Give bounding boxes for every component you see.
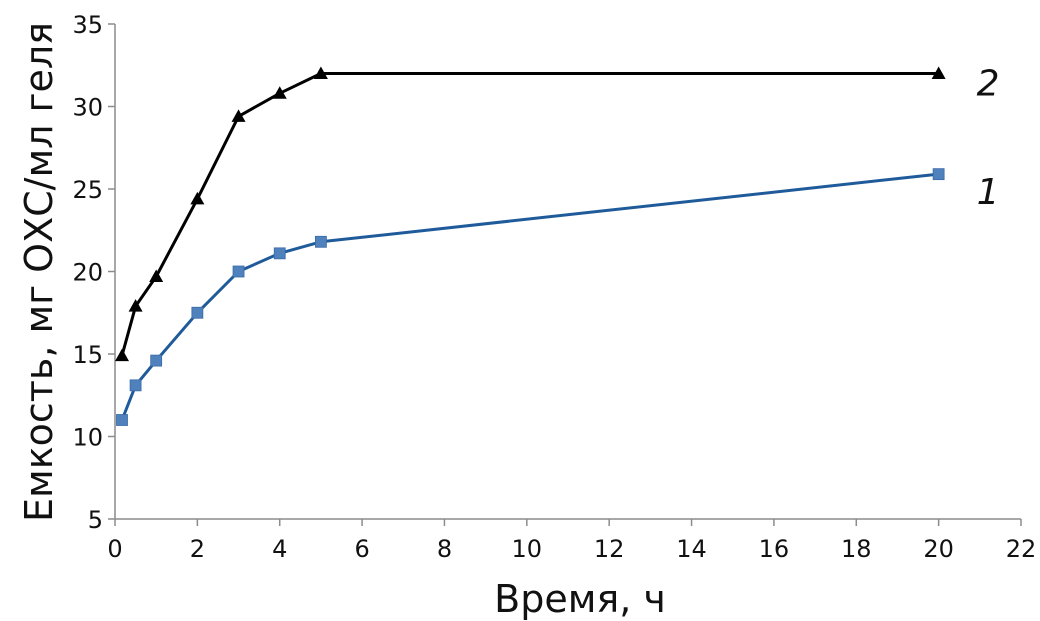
data-point — [190, 191, 205, 205]
data-point — [128, 299, 143, 312]
data-point — [932, 168, 945, 181]
data-point — [931, 66, 946, 79]
y-tick-label: 15 — [72, 341, 103, 369]
data-point — [149, 269, 164, 282]
x-tick-label: 0 — [107, 535, 122, 563]
x-tick-label: 14 — [676, 535, 707, 563]
x-axis-title: Время, ч — [494, 577, 666, 621]
data-point — [115, 348, 130, 362]
data-point — [232, 265, 245, 278]
data-point — [273, 247, 286, 260]
x-tick-label: 16 — [759, 535, 790, 563]
data-point — [191, 306, 204, 319]
x-tick-label: 4 — [272, 535, 287, 563]
series-label: 2 — [977, 64, 1000, 105]
series-label: 1 — [977, 172, 1000, 213]
y-tick-label: 35 — [72, 11, 103, 39]
data-point — [313, 66, 328, 79]
data-point — [150, 354, 163, 367]
x-tick-label: 12 — [594, 535, 625, 563]
series-line — [120, 72, 939, 356]
data-point — [129, 379, 142, 392]
y-axis-title: Емкость, мг ОХС/мл геля — [17, 22, 61, 522]
x-tick-label: 18 — [841, 535, 872, 563]
data-point — [116, 414, 128, 426]
series-group: 12 — [115, 64, 1000, 426]
data-point — [231, 109, 246, 122]
series-line — [120, 172, 939, 421]
data-point — [315, 235, 327, 248]
y-tick-label: 30 — [72, 94, 103, 122]
y-tick-label: 5 — [88, 506, 103, 534]
x-tick-label: 22 — [1006, 535, 1037, 563]
x-tick-label: 2 — [190, 535, 205, 563]
y-tick-label: 10 — [72, 424, 103, 452]
x-tick-label: 10 — [512, 535, 543, 563]
series-2: 2 — [115, 64, 1000, 362]
y-tick-label: 25 — [72, 176, 103, 204]
x-tick-label: 8 — [437, 535, 452, 563]
x-tick-label: 20 — [923, 535, 954, 563]
y-tick-label: 20 — [72, 259, 103, 287]
data-point — [272, 86, 287, 99]
x-tick-label: 6 — [354, 535, 369, 563]
series-1: 1 — [116, 168, 1000, 426]
